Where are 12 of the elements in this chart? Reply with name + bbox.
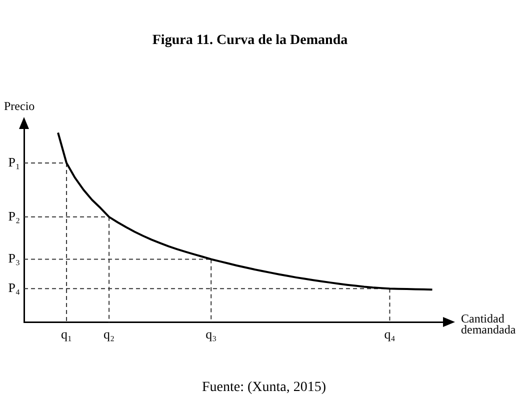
x-tick-label: q₃ bbox=[206, 326, 217, 342]
ref-line-label: P₂ bbox=[8, 208, 20, 224]
x-tick-label: q₄ bbox=[384, 326, 396, 342]
ref-line-label: P₄ bbox=[8, 280, 20, 296]
source-note: Fuente: (Xunta, 2015) bbox=[200, 380, 328, 396]
y-axis-title: Precio bbox=[4, 99, 35, 114]
ref-line-label: P₁ bbox=[8, 154, 20, 170]
ref-line-label: P₃ bbox=[8, 250, 20, 266]
chart-title: Figura 11. Curva de la Demanda bbox=[151, 33, 349, 49]
x-tick-label: q₁ bbox=[61, 326, 72, 342]
x-axis-title: Cantidad demandada bbox=[461, 312, 516, 337]
x-tick-label: q₂ bbox=[104, 326, 115, 342]
